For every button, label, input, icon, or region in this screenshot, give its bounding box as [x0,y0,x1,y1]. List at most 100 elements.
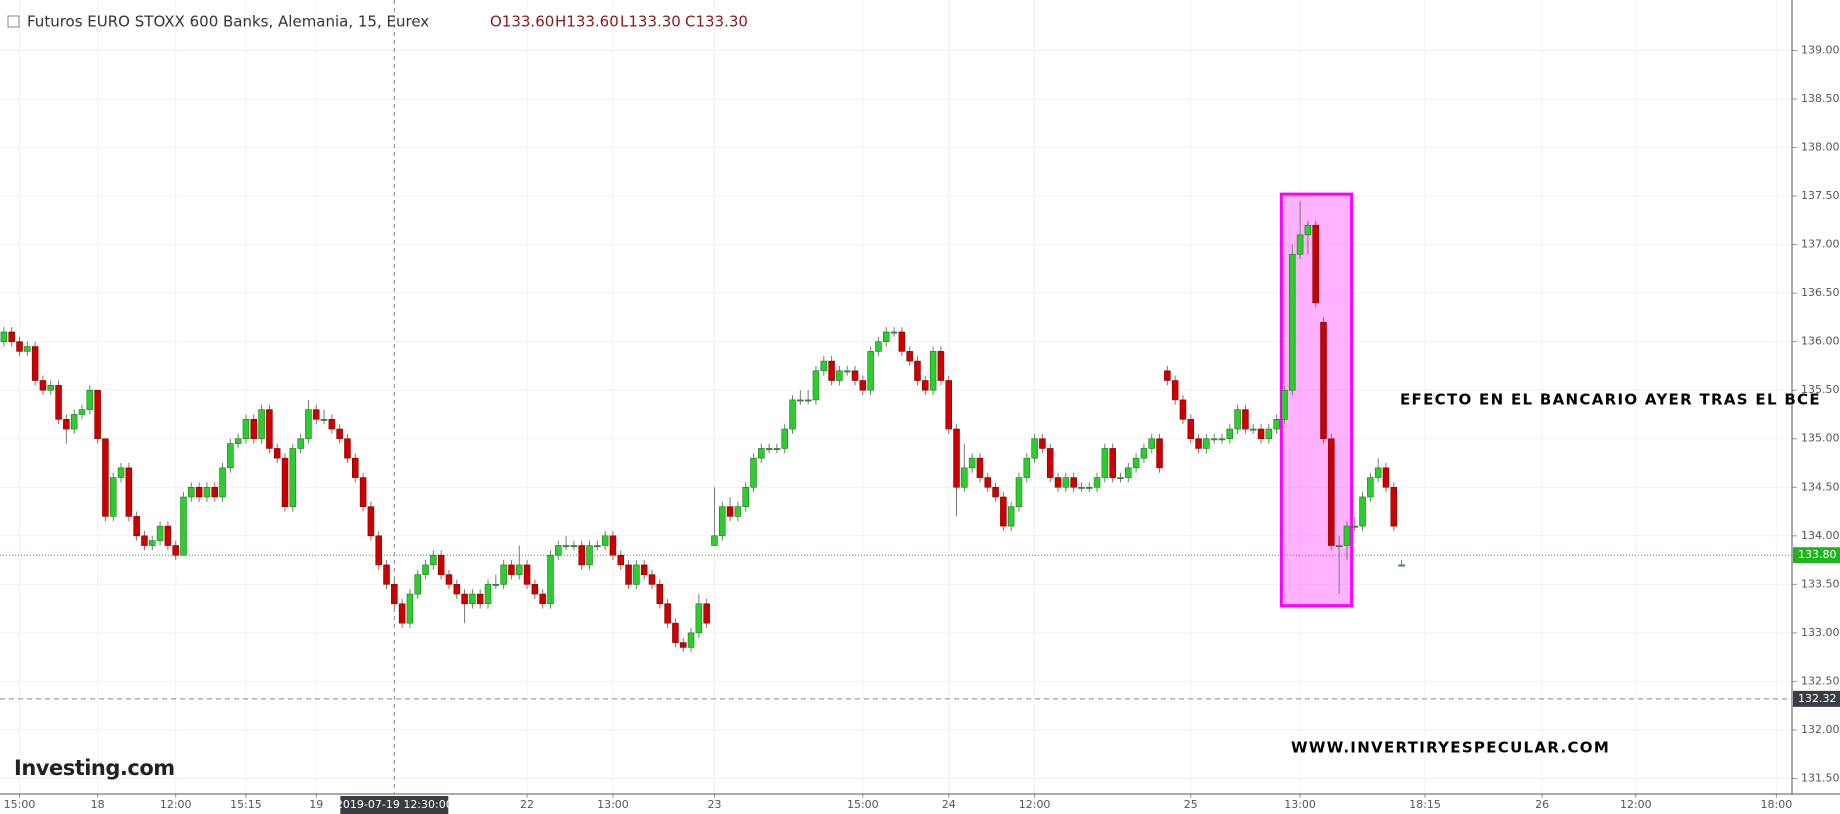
candle-body [1101,448,1109,478]
candle-body [515,564,523,575]
candle-body [828,360,835,381]
candle-body [234,438,242,444]
x-tick-label: 25 [1184,798,1198,811]
candle-body [1125,467,1132,478]
candle-body [523,564,531,585]
candle-body [1156,438,1163,469]
candle-body [562,545,570,548]
candle-body [906,351,913,362]
candle-body [102,438,109,517]
candle-body [1109,448,1116,478]
candle-body [359,477,367,507]
candle-body [1289,254,1296,391]
candle-body [156,525,164,541]
candle-body [820,360,828,372]
candle-body [39,380,47,391]
ohlc-value: H133.60 [555,13,619,31]
candle-body [687,632,695,648]
candle-body [1234,409,1241,430]
candle-body [812,370,820,401]
candle-body [859,380,867,391]
candle-body [188,486,195,498]
candle-body [1320,321,1327,440]
y-tick-label: 131.50 [1801,771,1840,784]
candle-body [55,385,62,420]
candle-body [1273,419,1280,430]
candle-body [539,593,546,605]
y-tick-label: 136.00 [1801,335,1840,348]
candle-body [266,409,273,449]
x-tick-label: 18 [91,798,105,811]
candle-body [1171,380,1179,401]
candle-body [1031,438,1038,459]
candle-body [851,370,859,381]
candle-body [430,554,437,566]
candle-body [312,409,320,420]
candle-body [882,331,890,342]
candle-body [180,496,187,556]
y-tick-label: 133.00 [1801,626,1840,639]
candle-body [133,516,140,537]
candle-body [109,477,117,517]
x-tick-label: 24 [942,798,956,811]
x-tick-label: 12:00 [1620,798,1652,811]
x-tick-label: 13:00 [1284,798,1316,811]
y-tick-label: 135.00 [1801,432,1840,445]
candle-body [1117,477,1124,480]
candle-body [890,331,898,334]
candle-body [679,642,687,648]
candle-body [1335,545,1343,548]
candle-body [555,545,562,556]
candle-body [242,419,250,440]
candle-body [1007,506,1015,527]
ohlc-value: C133.30 [685,13,748,31]
candle-body [1187,419,1195,440]
candle-body [508,564,515,575]
candle-body [227,443,234,469]
candle-body [867,351,874,391]
candle-body [617,554,625,566]
candle-body [0,331,8,342]
y-tick-label: 134.50 [1801,480,1840,493]
y-tick-label: 138.50 [1801,92,1840,105]
candle-body [875,341,882,352]
y-tick-label: 137.50 [1801,189,1840,202]
candle-body [1054,477,1062,488]
candle-body [968,457,976,469]
candle-body [1382,467,1390,488]
candle-body [406,593,414,624]
candle-body [976,457,984,478]
candle-body [750,457,757,488]
candle-body [594,545,601,548]
ohlc-value: L133.30 [620,13,681,31]
x-tick-label: 12:00 [1019,798,1051,811]
candle-body [1351,525,1359,528]
candle-body [8,331,15,342]
candle-body [601,535,609,546]
candle-body [742,486,749,507]
candle-body [953,428,960,488]
candle-body [16,341,23,352]
candle-body [1210,438,1218,441]
candle-body [117,467,125,478]
x-tick-label: 18:00 [1761,798,1793,811]
candle-body [1085,486,1093,489]
candle-body [929,351,937,391]
candle-body [836,370,843,381]
candle-body [609,535,617,556]
y-tick-label: 132.50 [1801,674,1840,687]
candle-body [765,448,773,450]
candle-body [843,370,851,373]
candle-body [1015,477,1023,507]
candle-body [352,457,359,478]
candle-body [1359,496,1366,527]
candle-body [625,564,632,585]
candle-body [804,399,812,402]
last-price-label-box [1793,547,1840,564]
candle-body [219,467,226,498]
candle-body [70,414,78,430]
candle-body [664,603,671,624]
candle-body [1343,525,1351,546]
